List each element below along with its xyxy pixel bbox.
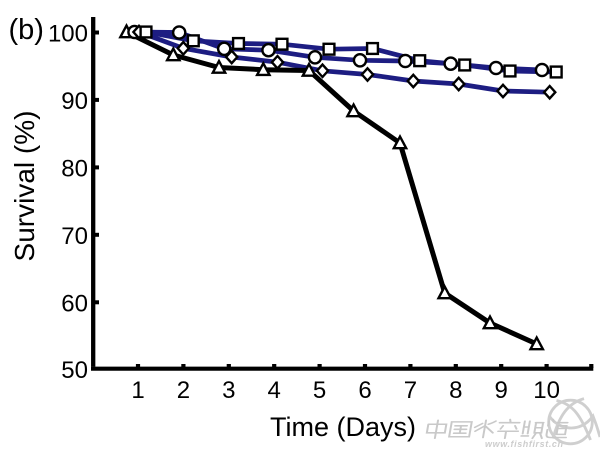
svg-text:10: 10 (533, 377, 560, 404)
svg-text:8: 8 (449, 377, 462, 404)
svg-text:50: 50 (61, 357, 88, 384)
svg-text:(b): (b) (9, 14, 44, 46)
svg-text:Survival (%): Survival (%) (9, 111, 40, 262)
svg-text:Time (Days): Time (Days) (270, 412, 416, 442)
svg-text:2: 2 (177, 377, 190, 404)
svg-text:70: 70 (61, 223, 88, 250)
svg-text:1: 1 (131, 377, 144, 404)
svg-text:3: 3 (222, 377, 235, 404)
svg-text:4: 4 (268, 377, 281, 404)
svg-text:60: 60 (61, 290, 88, 317)
svg-text:6: 6 (358, 377, 371, 404)
svg-text:5: 5 (313, 377, 326, 404)
svg-text:9: 9 (495, 377, 508, 404)
svg-text:90: 90 (61, 88, 88, 115)
svg-text:100: 100 (48, 21, 88, 48)
svg-text:7: 7 (404, 377, 417, 404)
svg-text:www.fishfirst.cn: www.fishfirst.cn (485, 439, 564, 449)
svg-text:80: 80 (61, 156, 88, 183)
